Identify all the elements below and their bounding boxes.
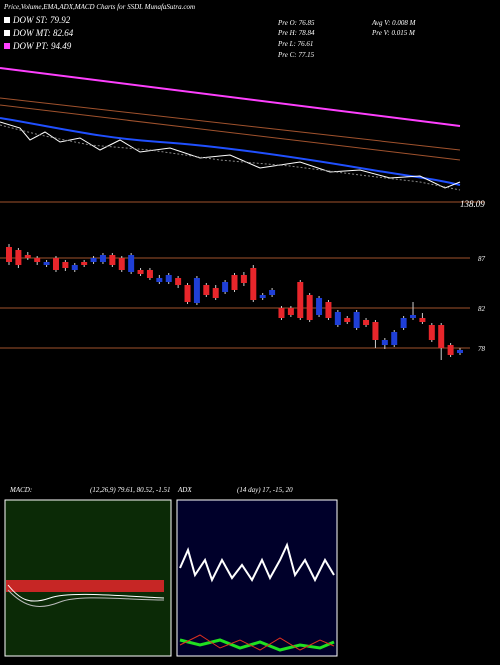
minus-di-line (179, 634, 335, 651)
adx-params: (14 day) 17, -15, 20 (237, 486, 293, 494)
candle-body (240, 275, 247, 283)
price-panel: 87 82 78 (0, 244, 486, 360)
candle-body (6, 247, 12, 262)
candle-body (81, 262, 88, 265)
candle-body (231, 275, 238, 290)
avg-volume: Avg V: 0.008 M (371, 19, 417, 27)
legend-swatch (4, 30, 10, 36)
signal-line (7, 589, 165, 607)
candle-body (278, 308, 285, 318)
adx-panel (176, 499, 338, 657)
candle-body (34, 258, 41, 262)
candle-body (353, 312, 360, 328)
candle-body (128, 255, 135, 272)
level-label: 138.09 (460, 199, 485, 209)
candle-body (62, 262, 69, 268)
candle-body (372, 322, 379, 340)
macd-histogram (6, 580, 164, 592)
candle-body (15, 250, 22, 265)
candle-body (400, 318, 407, 328)
ema-line (0, 104, 461, 161)
candle-body (165, 275, 172, 282)
candle-body (250, 268, 257, 300)
candle-body (410, 315, 417, 318)
candle-body (24, 255, 31, 258)
candle-body (137, 270, 144, 274)
ema-line (0, 124, 461, 191)
candle-body (316, 298, 323, 315)
candle-body (457, 350, 463, 353)
candle-body (428, 325, 435, 340)
candle-body (71, 265, 78, 270)
candle-body (52, 258, 59, 270)
prev-open: Pre O: 76.85 (277, 19, 315, 27)
prev-volume: Pre V: 0.015 M (371, 29, 416, 37)
price-line (0, 121, 461, 189)
candle-body (203, 285, 210, 295)
prev-low: Pre L: 76.61 (277, 40, 313, 48)
candle-body (344, 318, 351, 322)
prev-high: Pre H: 78.84 (277, 29, 315, 37)
candle-body (99, 255, 106, 262)
candle-body (259, 295, 266, 298)
legend: DOW ST: 79.92 DOW MT: 82.64 DOW PT: 94.49 (4, 15, 74, 51)
candle-body (419, 318, 426, 322)
y-tick-label: 82 (478, 305, 486, 313)
candle-body (381, 340, 388, 345)
legend-label: DOW MT: 82.64 (12, 28, 74, 38)
candle-body (325, 302, 332, 318)
y-tick-label: 87 (478, 255, 486, 263)
candle-body (269, 290, 276, 295)
legend-label: DOW PT: 94.49 (12, 41, 72, 51)
candle-body (297, 282, 304, 318)
legend-label: DOW ST: 79.92 (12, 15, 71, 25)
ema-lines (0, 67, 461, 191)
macd-panel (4, 499, 172, 657)
legend-swatch (4, 17, 10, 23)
candle-body (334, 312, 341, 325)
title: Price,Volume,EMA,ADX,MACD Charts for SSD… (3, 3, 195, 11)
candle-body (306, 295, 313, 320)
adx-line (179, 542, 335, 583)
macd-params: (12,26,9) 79.61, 80.52, -1.51 (90, 486, 171, 494)
candle-body (109, 255, 116, 265)
macd-label: MACD: (9, 486, 32, 494)
candle-body (447, 345, 454, 355)
candle-body (193, 278, 200, 303)
candle-body (184, 285, 191, 302)
macd-line (7, 584, 165, 602)
candle-body (287, 308, 294, 315)
ema-line (0, 97, 461, 151)
candle-body (90, 258, 97, 262)
candle-body (43, 262, 50, 265)
candle-body (156, 278, 163, 282)
prev-close: Pre C: 77.15 (277, 51, 315, 59)
candle-body (118, 258, 125, 270)
candle-body (212, 288, 219, 298)
candle-body (146, 270, 153, 278)
plus-di-line (179, 638, 335, 652)
candle-body (222, 282, 229, 292)
candle-body (438, 325, 445, 348)
adx-label: ADX (177, 486, 192, 494)
legend-swatch (4, 43, 10, 49)
candle-body (175, 278, 182, 285)
ema-line (0, 67, 461, 127)
y-tick-label: 78 (478, 345, 486, 353)
candle-body (391, 332, 398, 345)
candle-body (363, 320, 370, 325)
